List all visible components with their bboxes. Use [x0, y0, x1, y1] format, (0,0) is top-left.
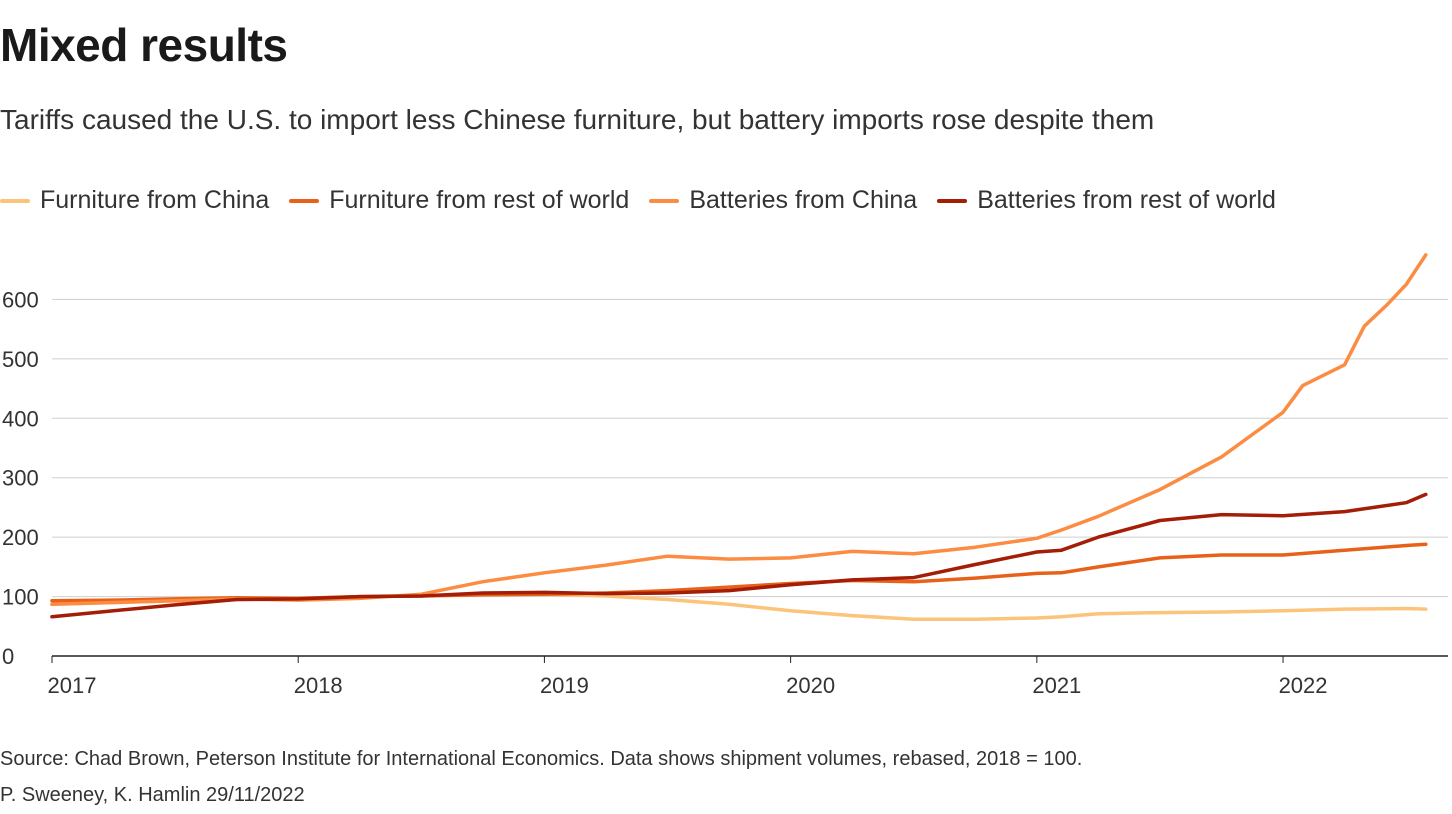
series-line: [50, 542, 1428, 603]
legend-item: Batteries from China: [649, 186, 917, 215]
x-tick-label: 2022: [1279, 673, 1328, 698]
y-tick-label: 400: [2, 406, 39, 431]
chart-title: Mixed results: [0, 19, 288, 71]
legend-label: Batteries from China: [689, 186, 918, 214]
y-tick-label: 500: [2, 347, 39, 372]
x-tick-label: 2020: [786, 673, 835, 698]
series-line: [50, 253, 1428, 607]
y-tick-label: 100: [2, 585, 39, 610]
byline: P. Sweeney, K. Hamlin 29/11/2022: [0, 784, 305, 806]
x-tick-label: 2017: [48, 673, 97, 698]
line-chart: 0 100 200 300 400 500 600 2017 2018 2019 2020 2021 2…: [2, 253, 1448, 698]
legend-label: Furniture from rest of world: [329, 186, 630, 214]
legend-item: Batteries from rest of world: [937, 186, 1276, 215]
chart-subtitle: Tariffs caused the U.S. to import less C…: [0, 104, 1155, 135]
x-tick-label: 2019: [540, 673, 589, 698]
legend-swatch: [0, 198, 30, 203]
source-note: Source: Chad Brown, Peterson Institute f…: [0, 748, 1083, 770]
x-tick-label: 2018: [294, 673, 343, 698]
x-tick-label: 2021: [1032, 673, 1081, 698]
legend-swatch: [289, 198, 320, 203]
legend-label: Batteries from rest of world: [977, 186, 1276, 214]
chart-legend: Furniture from China Furniture from rest …: [0, 186, 1296, 215]
legend-item: Furniture from rest of world: [289, 186, 629, 215]
legend-label: Furniture from China: [40, 186, 270, 214]
legend-swatch: [937, 198, 968, 203]
y-tick-label: 300: [2, 466, 39, 491]
legend-item: Furniture from China: [0, 186, 269, 215]
series-line: [50, 492, 1428, 619]
legend-swatch: [649, 198, 680, 203]
y-tick-label: 600: [2, 287, 39, 312]
y-tick-label: 200: [2, 525, 39, 550]
y-tick-label: 0: [2, 644, 14, 669]
